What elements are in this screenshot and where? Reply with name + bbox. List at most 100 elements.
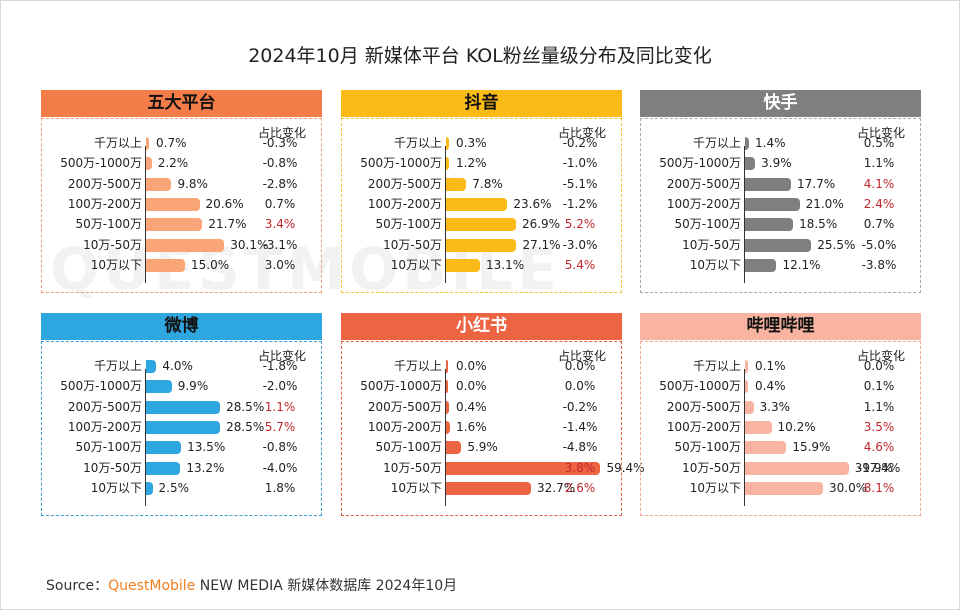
bar-row: 50万-100万 18.5% 0.7%: [641, 215, 920, 234]
bar-row: 500万-1000万 0.0% 0.0%: [342, 377, 621, 396]
value-label: 10.2%: [777, 419, 816, 434]
bar-row: 200万-500万 28.5% 1.1%: [42, 398, 321, 417]
bar-row: 200万-500万 3.3% 1.1%: [641, 398, 920, 417]
value-label: 27.1%: [522, 237, 561, 252]
value-label: 0.7%: [156, 136, 187, 150]
value-label: 2.5%: [158, 480, 190, 495]
bar: [446, 400, 449, 414]
change-label: 1.1%: [863, 156, 895, 171]
bar: [745, 218, 794, 232]
bar: [745, 360, 748, 373]
value-label: 0.4%: [755, 379, 786, 394]
chart-title: 2024年10月 新媒体平台 KOL粉丝量级分布及同比变化: [248, 45, 712, 67]
category-label: 10万以下: [689, 480, 741, 495]
category-axis: [744, 369, 745, 506]
value-label: 5.9%: [467, 440, 498, 455]
value-label: 15.9%: [792, 440, 831, 455]
change-label: 8.1%: [863, 480, 895, 495]
bar-row: 千万以上 0.1% 0.0%: [641, 357, 920, 376]
value-label: 9.9%: [177, 379, 209, 394]
bar: [146, 258, 185, 272]
bar: [745, 177, 792, 191]
change-label: -4.0%: [262, 460, 298, 475]
bar: [745, 157, 756, 171]
panel-body: 占比变化 千万以上 0.7% -0.3% 500万-1000万 2.2% -0.8% 200万…: [41, 118, 322, 293]
bar-row: 10万以下 15.0% 3.0%: [42, 256, 321, 275]
change-label: 5.4%: [564, 257, 596, 272]
change-header: 占比变化: [258, 126, 307, 140]
category-label: 10万-50万: [383, 460, 442, 475]
change-label: 1.8%: [264, 480, 296, 495]
change-label: 0.5%: [863, 136, 895, 150]
bar-row: 10万以下 32.7% 2.6%: [342, 479, 621, 498]
category-label: 50万-100万: [674, 217, 741, 232]
bar-row: 500万-1000万 0.4% 0.1%: [641, 377, 920, 396]
category-label: 500万-1000万: [60, 156, 142, 171]
change-label: 0.0%: [564, 379, 596, 394]
category-label: 200万-500万: [67, 176, 142, 191]
category-label: 10万以下: [390, 257, 442, 272]
bar-row: 10万-50万 27.1% -3.0%: [342, 236, 621, 255]
bar-row: 100万-200万 23.6% -1.2%: [342, 195, 621, 214]
bar-row: 500万-1000万 2.2% -0.8%: [42, 154, 321, 173]
value-label: 17.7%: [797, 176, 836, 191]
bar-row: 500万-1000万 3.9% 1.1%: [641, 154, 920, 173]
change-label: 4.1%: [863, 176, 895, 191]
panel-body: 占比变化 千万以上 0.1% 0.0% 500万-1000万 0.4% 0.1% 200万-5…: [640, 341, 921, 516]
category-axis: [145, 369, 146, 506]
bar-row: 千万以上 1.4% 0.5%: [641, 134, 920, 153]
change-label: 0.0%: [863, 359, 895, 373]
bar: [146, 137, 149, 150]
bar: [446, 197, 508, 211]
value-label: 39.9%: [854, 460, 893, 475]
panel-title: 哔哩哔哩: [640, 313, 921, 340]
bar-row: 千万以上 0.7% -0.3%: [42, 134, 321, 153]
bar: [146, 177, 172, 191]
bar: [446, 441, 462, 455]
value-label: 13.5%: [187, 440, 226, 455]
change-label: -5.1%: [562, 176, 598, 191]
change-label: 1.1%: [264, 399, 296, 414]
bar: [446, 360, 448, 373]
value-label: 9.8%: [177, 176, 208, 191]
value-label: 15.0%: [191, 257, 230, 272]
change-label: 2.4%: [863, 196, 895, 211]
value-label: 25.5%: [817, 237, 856, 252]
bar: [745, 400, 754, 414]
change-label: -0.3%: [262, 136, 298, 150]
change-header: 占比变化: [558, 349, 607, 363]
category-label: 200万-500万: [67, 399, 142, 414]
category-label: 10万-50万: [383, 237, 442, 252]
bar-row: 100万-200万 21.0% 2.4%: [641, 195, 920, 214]
change-label: -0.8%: [262, 440, 298, 455]
bar-row: 500万-1000万 1.2% -1.0%: [342, 154, 621, 173]
bar-row: 50万-100万 26.9% 5.2%: [342, 215, 621, 234]
value-label: 2.2%: [157, 156, 189, 171]
value-label: 3.9%: [761, 156, 792, 171]
change-label: 0.7%: [264, 196, 296, 211]
category-label: 50万-100万: [375, 217, 442, 232]
panel-2: 快手 占比变化 千万以上 1.4% 0.5% 500万-1000万 3.9% 1.1% 200万…: [640, 90, 921, 293]
panel-body: 占比变化 千万以上 1.4% 0.5% 500万-1000万 3.9% 1.1% 200万-5…: [640, 118, 921, 293]
panel-body: 占比变化 千万以上 4.0% -1.8% 500万-1000万 9.9% -2.0% 200万…: [41, 341, 322, 516]
change-label: -17.4%: [857, 460, 901, 475]
bar-row: 10万以下 30.0% 8.1%: [641, 479, 920, 498]
bar: [446, 177, 467, 191]
bar-row: 50万-100万 21.7% 3.4%: [42, 215, 321, 234]
category-label: 500万-1000万: [659, 156, 741, 171]
bar: [745, 441, 787, 455]
change-label: 0.0%: [564, 359, 596, 373]
value-label: 1.2%: [456, 156, 487, 171]
value-label: 30.1%: [230, 237, 269, 252]
change-header: 占比变化: [558, 126, 607, 140]
bar-row: 50万-100万 15.9% 4.6%: [641, 438, 920, 457]
bar-row: 10万-50万 13.2% -4.0%: [42, 459, 321, 478]
bar-row: 千万以上 4.0% -1.8%: [42, 357, 321, 376]
change-header: 占比变化: [258, 349, 307, 363]
change-label: 5.7%: [264, 419, 296, 434]
category-axis: [145, 146, 146, 283]
category-label: 500万-1000万: [659, 379, 741, 394]
category-axis: [445, 146, 446, 283]
category-label: 100万-200万: [666, 419, 741, 434]
change-label: -1.8%: [262, 359, 298, 373]
